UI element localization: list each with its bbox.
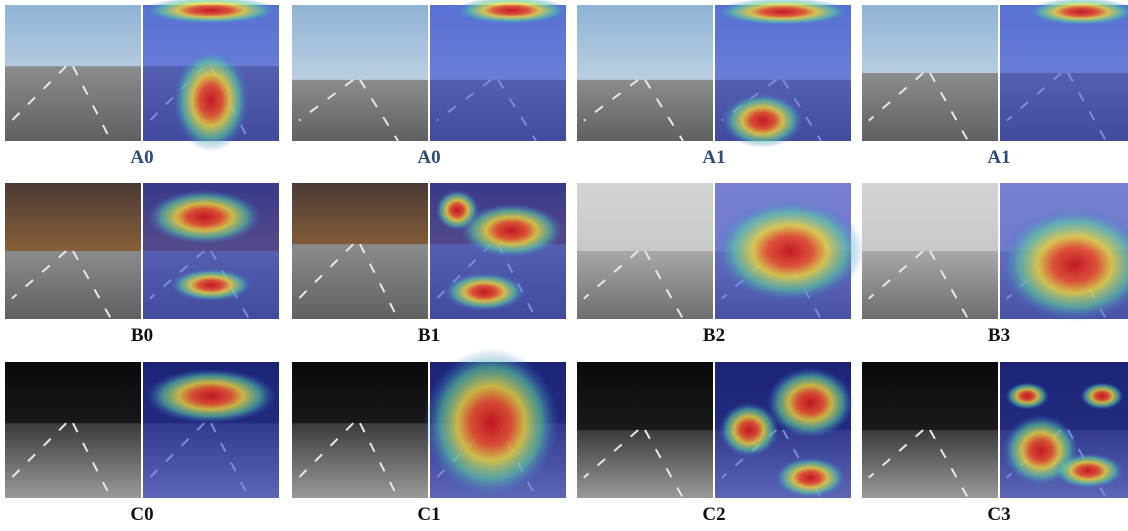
panel: A1 xyxy=(577,0,851,168)
heat-blob xyxy=(719,403,779,457)
heat-blob xyxy=(767,367,854,438)
road xyxy=(862,251,998,319)
road xyxy=(577,251,713,319)
panel-label: A1 xyxy=(987,147,1010,168)
panel-label: A0 xyxy=(417,147,440,168)
heat-blob xyxy=(1080,382,1124,409)
heat-blob xyxy=(460,203,563,257)
panel: B0 xyxy=(5,183,279,346)
heat-blob xyxy=(1053,453,1124,488)
heat-blob xyxy=(170,269,252,302)
panel: A0 xyxy=(292,0,569,168)
panel-label: C2 xyxy=(702,504,725,525)
panel-label: C3 xyxy=(987,504,1010,525)
road xyxy=(577,430,713,498)
heat-blob xyxy=(715,199,865,302)
heat-blob xyxy=(1005,382,1049,409)
heat-blob xyxy=(173,49,249,152)
panel: B1 xyxy=(292,183,566,346)
heat-blob xyxy=(147,190,261,244)
panel: A1 xyxy=(862,0,1128,168)
heat-blob xyxy=(146,369,277,423)
road xyxy=(292,244,428,319)
panel-label: B3 xyxy=(988,325,1010,346)
road xyxy=(292,423,428,498)
heatmap-base xyxy=(1000,5,1128,141)
heat-blob xyxy=(775,457,846,498)
panel-label: C1 xyxy=(417,504,440,525)
heat-blob xyxy=(423,348,559,498)
panel: C2 xyxy=(577,362,854,525)
road xyxy=(862,430,998,498)
panel: A0 xyxy=(5,0,279,168)
road xyxy=(5,423,141,498)
figure: A0 A0 A1 A1 B0 B1 B2 B3 C0 C1 C2 C3 xyxy=(0,0,1128,531)
panel-label: B1 xyxy=(418,325,440,346)
panel: B3 xyxy=(862,183,1128,346)
panel: C0 xyxy=(5,362,279,525)
panel: C3 xyxy=(862,362,1128,525)
panel: B2 xyxy=(577,183,865,346)
panel-label: B0 xyxy=(131,325,153,346)
panel-label: B2 xyxy=(703,325,725,346)
heat-blob xyxy=(444,273,526,311)
heatmap-base xyxy=(430,5,566,141)
road xyxy=(5,251,141,319)
panel-label: A0 xyxy=(130,147,153,168)
road xyxy=(5,66,141,141)
panel: C1 xyxy=(292,348,566,525)
heat-blob xyxy=(722,93,804,147)
road xyxy=(862,73,998,141)
panel-label: C0 xyxy=(130,504,153,525)
panel-label: A1 xyxy=(702,147,725,168)
